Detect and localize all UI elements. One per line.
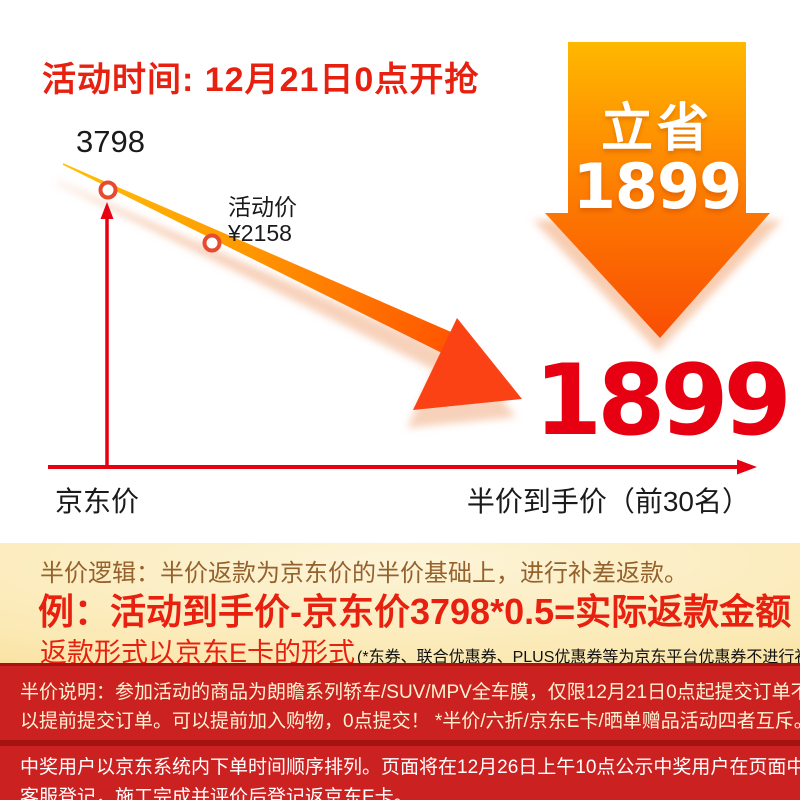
refund-note-text: (*东券、联合优惠券、PLUS优惠券等为京东平台优惠券不进行补差返款) — [357, 649, 800, 666]
activity-price-label: 活动价 ¥2158 — [228, 194, 297, 247]
activity-price-label-text: 活动价 — [228, 194, 297, 220]
activity-price-value: ¥2158 — [228, 220, 292, 247]
price-line — [62, 163, 473, 363]
winners-paragraph: 中奖用户以京东系统内下单时间顺序排列。页面将在12月26日上午10点公示中奖用户… — [20, 753, 800, 800]
terms-line-2: 以提前提交订单。可以提前加入购物，0点提交！ *半价/六折/京东E卡/晒单赠品活… — [20, 711, 800, 732]
half-price-logic-box: 半价逻辑：半价返款为京东价的半价基础上，进行补差返款。 例：活动到手价-京东价3… — [0, 543, 800, 668]
terms-divider — [0, 740, 800, 746]
x-axis-label-right: 半价到手价（前30名） — [466, 486, 750, 517]
save-badge-title: 立省 — [600, 100, 713, 158]
half-price-logic-line: 半价逻辑：半价返款为京东价的半价基础上，进行补差返款。 — [40, 560, 688, 587]
save-badge-arrow-icon — [545, 42, 770, 338]
y-axis-up-arrow-icon — [100, 202, 114, 219]
refund-example-line: 例：活动到手价-京东价3798*0.5=实际返款金额 — [38, 591, 792, 632]
price-drop-arrowhead-icon — [413, 318, 522, 410]
save-badge-amount: 1899 — [572, 150, 743, 223]
price-trend-chart — [48, 42, 782, 475]
terms-line-1: 半价说明：参加活动的商品为朗瞻系列轿车/SUV/MPV全车膜，仅限12月21日0… — [20, 682, 800, 703]
final-price-value: 1899 — [534, 344, 792, 458]
original-price-label: 3798 — [76, 124, 145, 159]
x-axis-label-left: 京东价 — [55, 486, 140, 517]
winners-line-1: 中奖用户以京东系统内下单时间顺序排列。页面将在12月26日上午10点公示中奖用户… — [20, 757, 800, 778]
data-point-marker-activity-price — [202, 233, 222, 253]
half-price-terms-paragraph: 半价说明：参加活动的商品为朗瞻系列轿车/SUV/MPV全车膜，仅限12月21日0… — [20, 678, 800, 736]
winners-line-2: 客服登记，施工完成并评价后登记返京东E卡。 — [20, 787, 413, 800]
terms-box: 半价说明：参加活动的商品为朗瞻系列轿车/SUV/MPV全车膜，仅限12月21日0… — [0, 663, 800, 800]
x-axis-arrow-icon — [737, 459, 757, 475]
data-point-marker-jd-price — [98, 180, 118, 200]
activity-time-title: 活动时间: 12月21日0点开抢 — [42, 61, 480, 99]
